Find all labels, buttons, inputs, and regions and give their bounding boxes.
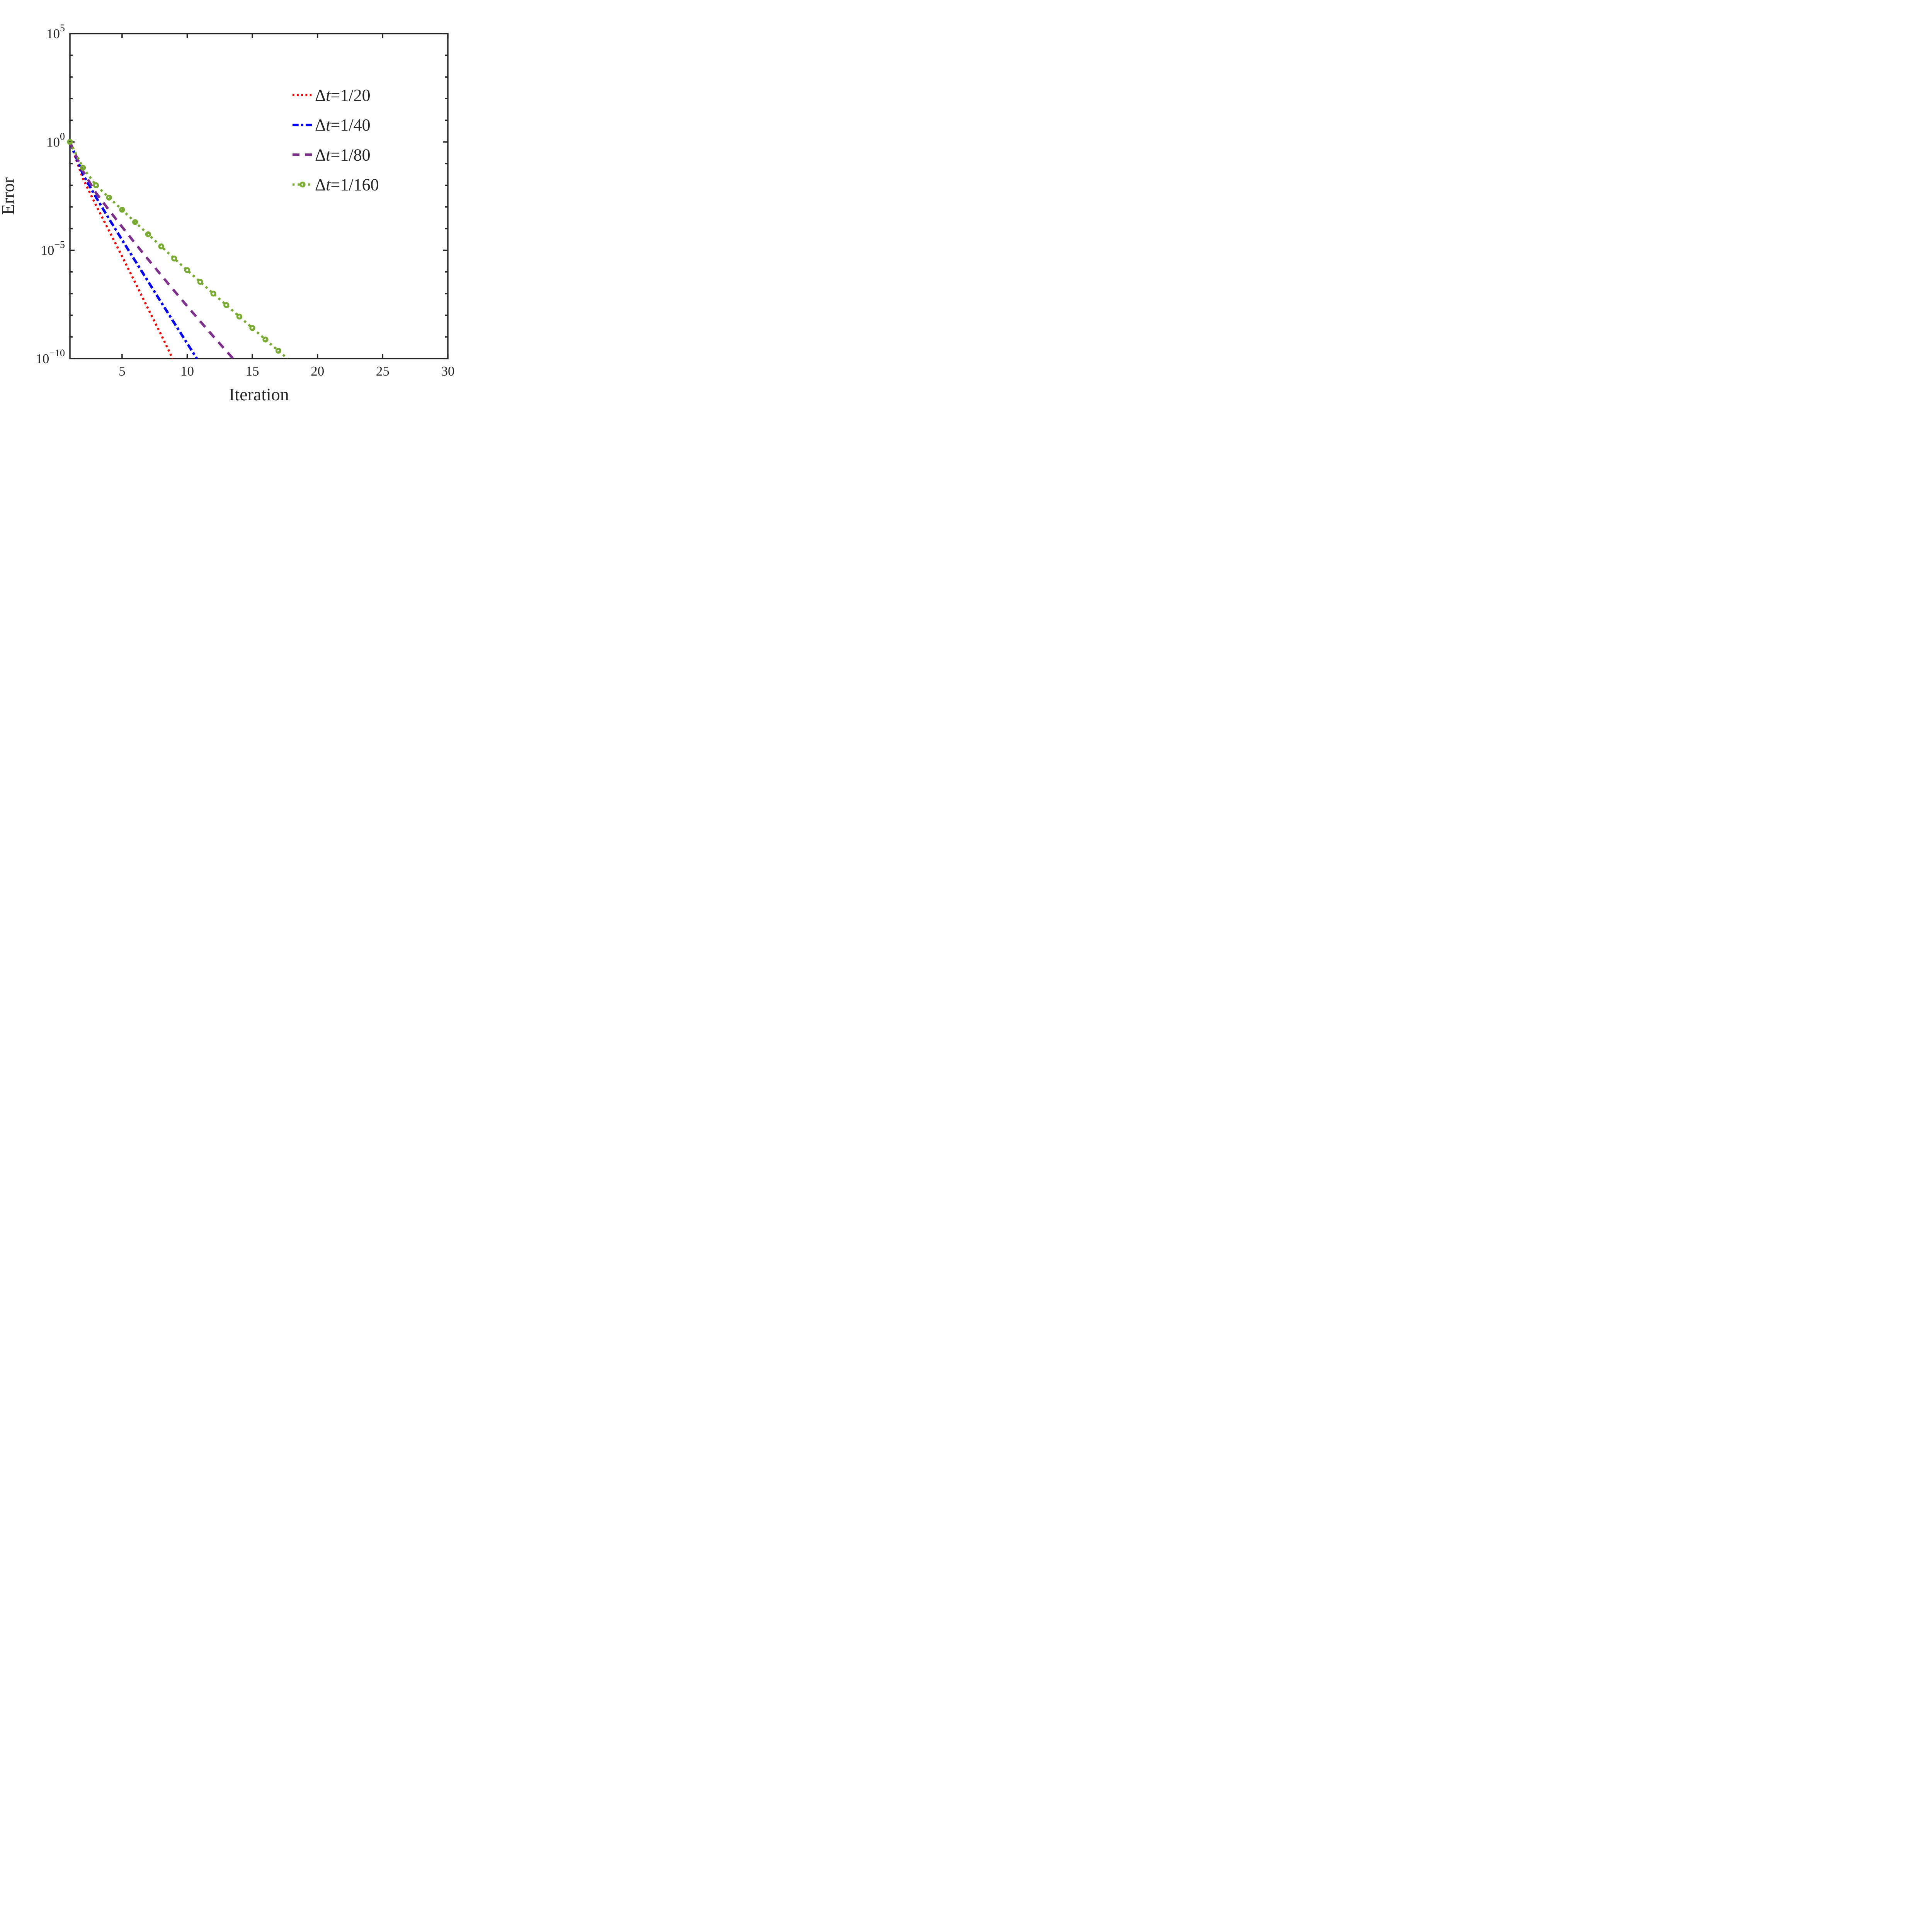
y-tick-label: 100 [46, 131, 65, 150]
legend-label: Δt=1/40 [315, 116, 371, 134]
circle-marker [80, 165, 86, 171]
circle-marker [223, 302, 230, 308]
series-path [68, 141, 198, 359]
error-convergence-chart: 105 100 10−5 10−10 5 10 15 20 25 30 Iteration Error… [0, 22, 455, 404]
legend-marker-sample [299, 181, 306, 188]
legend: Δt=1/20 Δt=1/40 Δt=1/80 Δt=1/160 [293, 86, 379, 194]
series-line-4 [69, 141, 288, 360]
y-tick-label: 105 [46, 22, 65, 41]
plot-box [69, 33, 449, 359]
x-tick-label: 5 [119, 364, 126, 379]
series-path [69, 141, 174, 359]
legend-label: Δt=1/20 [315, 86, 371, 105]
circle-marker [106, 194, 112, 201]
x-tick-label: 10 [180, 364, 194, 379]
circle-marker [184, 267, 190, 273]
legend-label: Δt=1/160 [315, 175, 379, 194]
circle-marker [67, 139, 73, 145]
x-tick-label: 25 [376, 364, 389, 379]
circle-marker [132, 219, 138, 225]
axes [69, 33, 449, 359]
circle-marker [275, 348, 282, 354]
circle-marker [145, 231, 151, 237]
y-axis-label: Error [0, 177, 18, 215]
series-path [69, 141, 288, 360]
series-line-1 [69, 141, 174, 359]
x-tick-label: 20 [311, 364, 324, 379]
circle-marker [158, 243, 164, 250]
legend-label: Δt=1/80 [315, 145, 371, 164]
legend-item: Δt=1/160 [293, 175, 379, 194]
circle-marker [171, 255, 177, 262]
circle-marker [262, 337, 269, 343]
x-axis-label: Iteration [229, 384, 289, 404]
series-line-3 [69, 141, 234, 360]
y-tick-label: 10−10 [36, 347, 65, 366]
circle-marker [119, 207, 125, 213]
tick-labels: 105 100 10−5 10−10 5 10 15 20 25 30 [36, 22, 454, 379]
circle-marker [93, 182, 99, 189]
x-tick-label: 30 [441, 364, 455, 379]
series-path [69, 141, 234, 360]
circle-marker [249, 325, 255, 331]
matlab-figure: 105 100 10−5 10−10 5 10 15 20 25 30 Iteration Error… [0, 0, 495, 410]
circle-marker [197, 279, 203, 285]
legend-item: Δt=1/80 [293, 145, 371, 164]
series-line-2 [68, 141, 198, 359]
x-tick-label: 15 [246, 364, 259, 379]
legend-item: Δt=1/40 [293, 116, 371, 134]
circle-marker [236, 313, 243, 320]
series-markers-4 [67, 139, 282, 354]
circle-marker [210, 291, 216, 297]
legend-item: Δt=1/20 [293, 86, 371, 105]
y-tick-label: 10−5 [41, 239, 65, 258]
